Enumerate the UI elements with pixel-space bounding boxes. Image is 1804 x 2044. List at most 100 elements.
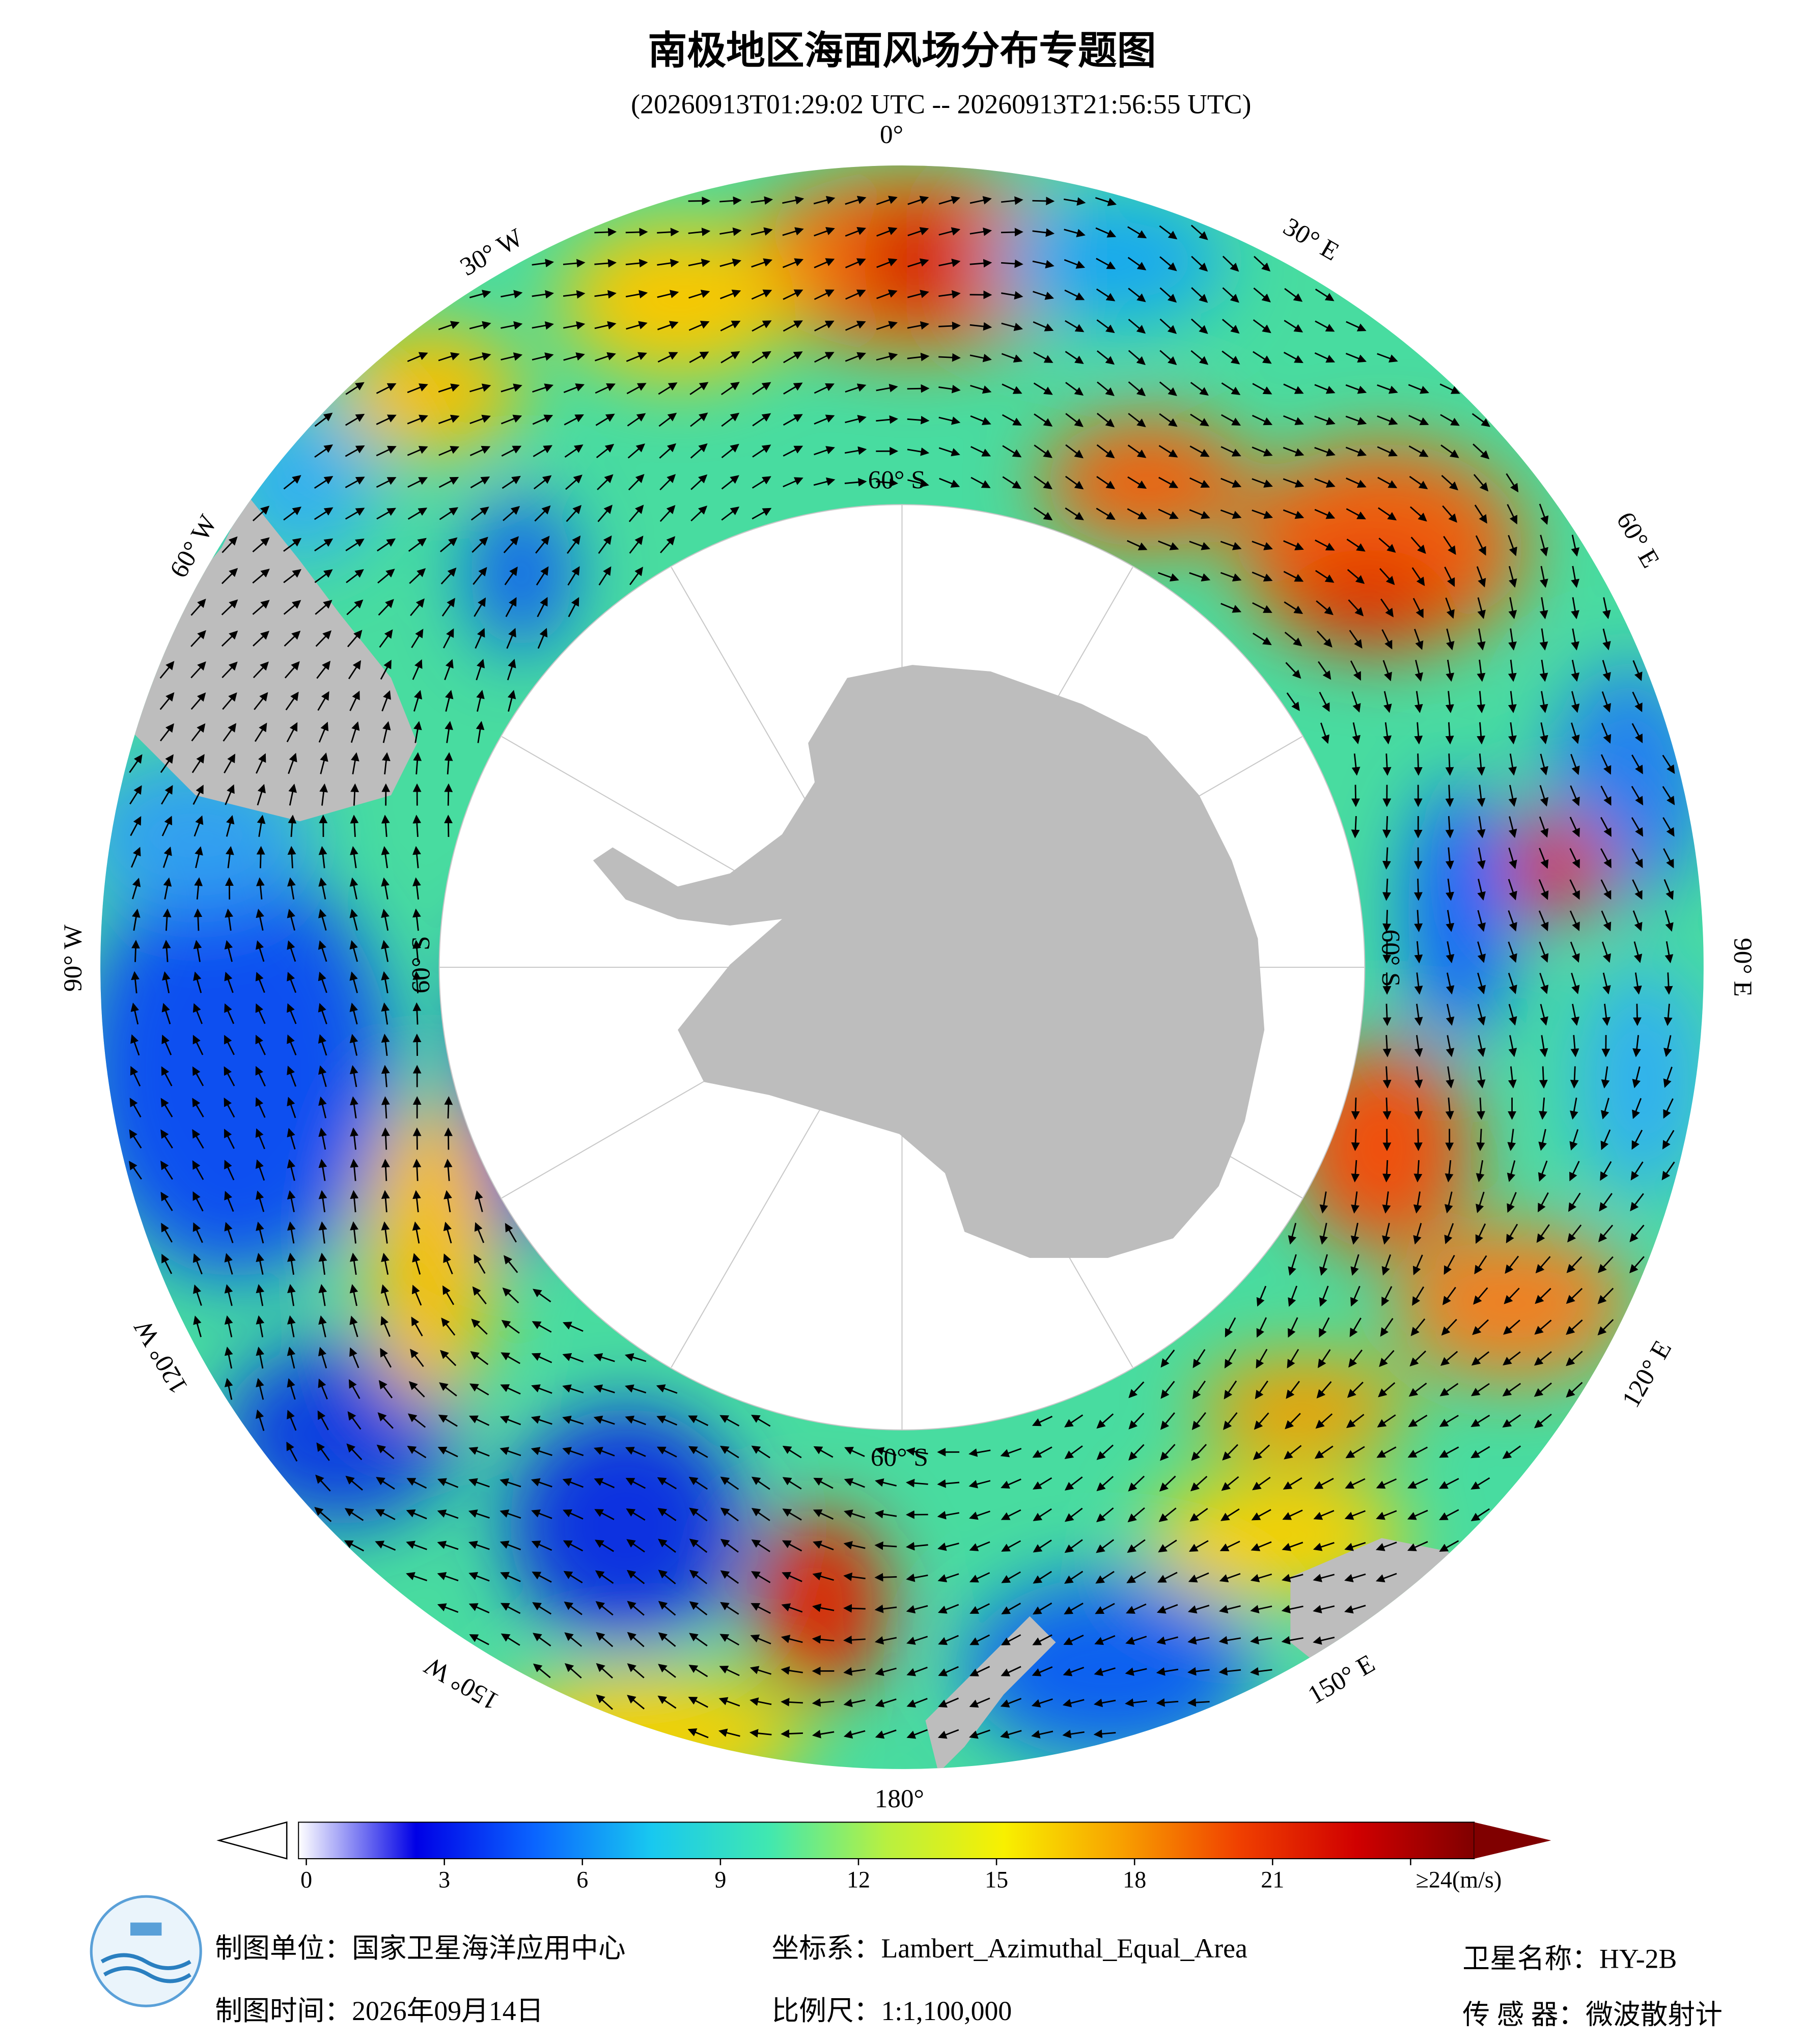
wind-arrow [1095,197,1117,206]
wind-arrow [376,538,396,552]
wind-arrow [193,908,203,931]
wind-arrow [814,383,835,394]
wind-arrow [1414,910,1423,933]
wind-arrow [501,321,523,330]
wind-arrow [1254,1412,1269,1430]
wind-arrow [254,722,267,742]
wind-arrow [381,1252,390,1275]
wind-arrow [628,505,644,522]
wind-arrow [1440,444,1459,458]
wind-arrow [1538,1129,1547,1151]
wind-arrow [1508,941,1517,963]
wind-arrow [1602,660,1611,682]
wind-arrow [627,413,646,427]
wind-arrow [1346,478,1367,488]
wind-arrow [411,1317,423,1337]
wind-arrow [1128,381,1146,397]
wind-arrow [161,1034,172,1055]
wind-arrow [656,1446,677,1458]
wind-arrow [159,661,175,679]
wind-arrow [1540,722,1548,744]
wind-arrow [531,1384,552,1394]
wind-arrow [876,352,898,361]
wind-arrow [475,1190,483,1212]
date: 制图时间：2026年09月14日 [215,1996,543,2026]
projection: 坐标系：Lambert_Azimuthal_Equal_Area [772,1933,1248,1964]
wind-arrow [1346,539,1366,552]
wind-arrow [532,383,554,393]
wind-arrow [1539,1066,1548,1089]
wind-arrow [412,1002,422,1025]
wind-arrow [380,659,392,680]
wind-arrow [656,1384,678,1394]
wind-arrow [1063,197,1086,206]
wind-arrow [1445,597,1455,619]
wind-arrow [1160,1349,1175,1368]
wind-arrow [381,1033,390,1056]
wind-arrow [382,721,391,743]
wind-arrow [256,1409,265,1431]
wind-arrow [1318,661,1331,680]
wind-arrow [1350,1285,1361,1307]
wind-arrow [442,1285,455,1305]
wind-arrow [1538,910,1549,932]
wind-arrow [1508,659,1517,682]
wind-arrow [407,508,428,520]
wind-arrow [688,290,710,299]
colorbar-tick-label: 0 [300,1867,312,1893]
wind-arrow [408,538,427,552]
wind-arrow [658,412,677,427]
wind-arrow [1222,287,1239,303]
wind-arrow [969,259,992,268]
wind-arrow [1472,413,1490,427]
wind-arrow [1602,972,1611,995]
wind-arrow [814,289,835,300]
wind-arrow [318,1128,327,1150]
wind-arrow [1663,848,1674,869]
wind-arrow [1001,196,1023,205]
wind-arrow [1001,228,1023,237]
wind-arrow [1408,414,1429,426]
wind-arrow [1414,941,1423,964]
wind-arrow [969,196,992,205]
wind-arrow [1445,691,1454,713]
graticule-label: 60° S [1376,930,1405,987]
wind-arrow [221,630,238,647]
wind-arrow [501,290,523,299]
producer: 制图单位：国家卫星海洋应用中心 [215,1933,625,1964]
wind-arrow [381,971,390,994]
wind-arrow [1477,691,1486,713]
wind-arrow [1663,1067,1673,1088]
wind-arrow [507,659,516,681]
wind-arrow [656,1415,678,1426]
wind-arrow [1538,1160,1548,1182]
map-title: 南极地区海面风场分布专题图 [648,30,1156,73]
wind-arrow [595,413,615,426]
wind-arrow [413,721,422,743]
wind-arrow [1223,1412,1238,1431]
wind-arrow [658,382,678,395]
wind-arrow [319,783,328,806]
wind-arrow [1445,847,1454,870]
wind-arrow [1158,477,1179,488]
wind-arrow [349,909,358,931]
wind-arrow [625,1384,647,1394]
wind-arrow [376,414,397,425]
wind-arrow [1508,691,1517,713]
wind-arrow [1351,1097,1360,1120]
wind-arrow [1539,691,1548,713]
wind-arrow [194,877,203,900]
wind-arrow [283,507,302,521]
wind-arrow [1571,659,1580,682]
wind-arrow [1566,1256,1583,1273]
wind-arrow [1440,1351,1458,1366]
wind-arrow [657,352,678,363]
wind-arrow [1351,785,1360,807]
wind-arrow [907,290,929,298]
wind-arrow [413,690,423,712]
wind-arrow [1540,566,1548,588]
wind-arrow [349,1347,359,1368]
wind-arrow [502,475,521,489]
wind-arrow [444,1127,453,1150]
wind-arrow [1220,572,1242,582]
